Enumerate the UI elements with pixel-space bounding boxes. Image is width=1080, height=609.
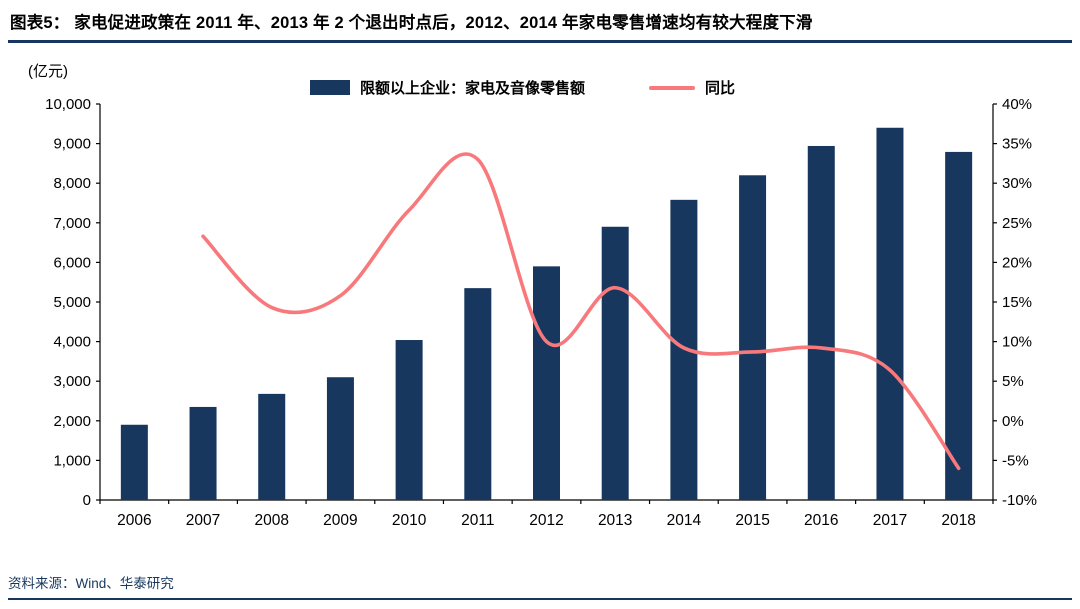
axis-unit-label: (亿元) — [28, 63, 68, 80]
x-axis-year-label: 2008 — [254, 512, 288, 529]
bar-2018 — [945, 151, 973, 500]
bar-2010 — [395, 340, 423, 500]
right-axis-tick-label: 35% — [1002, 136, 1032, 153]
left-axis-tick-label: 9,000 — [53, 136, 91, 153]
left-axis-tick-label: 0 — [83, 492, 91, 509]
title-divider — [8, 40, 1072, 43]
source-note: 资料来源：Wind、华泰研究 — [8, 576, 174, 591]
right-axis-tick-label: 10% — [1002, 334, 1032, 351]
right-axis-tick-label: 15% — [1002, 294, 1032, 311]
left-axis-tick-label: 10,000 — [45, 96, 91, 113]
legend-bar-swatch — [310, 80, 350, 95]
bar-2015 — [739, 175, 767, 500]
right-axis-tick-label: 5% — [1002, 373, 1024, 390]
legend-line-swatch — [649, 85, 696, 90]
bar-2009 — [326, 377, 354, 500]
legend-line-label: 同比 — [705, 80, 736, 97]
left-axis-tick-label: 4,000 — [53, 334, 91, 351]
x-axis-year-label: 2017 — [873, 512, 907, 529]
left-axis-tick-label: 1,000 — [53, 452, 91, 469]
right-axis-tick-label: 25% — [1002, 215, 1032, 232]
bar-2013 — [601, 226, 629, 500]
x-axis-year-label: 2009 — [323, 512, 357, 529]
left-axis-tick-label: 2,000 — [53, 413, 91, 430]
x-axis-year-label: 2015 — [735, 512, 769, 529]
chart-area: 0 1,000 2,000 3,000 4,000 5,000 6,000 7,000 8,00… — [0, 94, 1080, 564]
x-axis-year-label: 2013 — [598, 512, 632, 529]
bars-series — [120, 127, 973, 500]
x-axis-year-label: 2016 — [804, 512, 838, 529]
x-axis-year-label: 2014 — [667, 512, 702, 529]
bar-2017 — [876, 127, 904, 500]
x-axis-year-label: 2018 — [941, 512, 975, 529]
x-axis-year-label: 2011 — [461, 512, 494, 529]
right-axis-tick-label: -5% — [1002, 452, 1029, 469]
x-axis-year-label: 2007 — [186, 512, 220, 529]
left-axis-tick-label: 6,000 — [53, 254, 91, 271]
x-axis-year-label: 2006 — [117, 512, 151, 529]
right-axis-tick-label: -10% — [1002, 492, 1037, 509]
legend-bar-label: 限额以上企业：家电及音像零售额 — [360, 80, 586, 97]
left-axis-tick-label: 7,000 — [53, 215, 91, 232]
left-axis-tick-label: 5,000 — [53, 294, 91, 311]
bar-2007 — [189, 406, 217, 500]
x-axis-year-label: 2010 — [392, 512, 427, 529]
chart-canvas: 0 1,000 2,000 3,000 4,000 5,000 6,000 7,000 8,00… — [45, 96, 1037, 529]
left-axis-tick-label: 3,000 — [53, 373, 91, 390]
right-axis-tick-label: 30% — [1002, 175, 1032, 192]
bar-2012 — [533, 266, 560, 500]
chart-title: 图表5： 家电促进政策在 2011 年、2013 年 2 个退出时点后，2012… — [10, 14, 813, 32]
bar-2006 — [120, 424, 148, 500]
right-axis-tick-label: 40% — [1002, 96, 1032, 113]
bar-2011 — [464, 288, 492, 500]
right-axis-tick-label: 0% — [1002, 413, 1024, 430]
footer-divider — [8, 598, 1072, 600]
x-axis-year-label: 2012 — [529, 512, 563, 529]
yoy-line — [201, 152, 961, 471]
bar-2008 — [258, 393, 286, 500]
legend: 限额以上企业：家电及音像零售额 同比 — [310, 77, 735, 98]
right-axis-tick-label: 20% — [1002, 254, 1032, 271]
bar-2016 — [807, 145, 835, 500]
left-axis-tick-label: 8,000 — [53, 175, 91, 192]
